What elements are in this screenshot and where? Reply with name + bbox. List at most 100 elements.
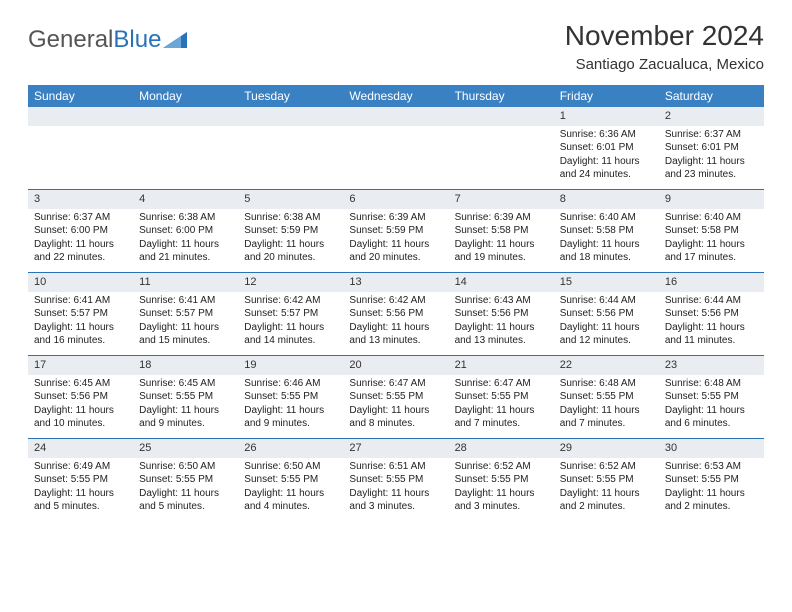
daylight-line: Daylight: 11 hours and 9 minutes. bbox=[244, 404, 337, 431]
calendar-cell: 1Sunrise: 6:36 AMSunset: 6:01 PMDaylight… bbox=[554, 107, 659, 189]
calendar-cell: 2Sunrise: 6:37 AMSunset: 6:01 PMDaylight… bbox=[659, 107, 764, 189]
day-number bbox=[238, 107, 343, 126]
sunrise-line: Sunrise: 6:47 AM bbox=[455, 377, 548, 391]
calendar-cell: 6Sunrise: 6:39 AMSunset: 5:59 PMDaylight… bbox=[343, 190, 448, 272]
sunrise-line: Sunrise: 6:47 AM bbox=[349, 377, 442, 391]
sunset-line: Sunset: 5:58 PM bbox=[560, 224, 653, 238]
daylight-line: Daylight: 11 hours and 8 minutes. bbox=[349, 404, 442, 431]
sunrise-line: Sunrise: 6:37 AM bbox=[34, 211, 127, 225]
sunset-line: Sunset: 5:56 PM bbox=[349, 307, 442, 321]
day-number: 17 bbox=[28, 356, 133, 375]
day-header-thu: Thursday bbox=[449, 85, 554, 107]
day-number bbox=[449, 107, 554, 126]
calendar-cell: 19Sunrise: 6:46 AMSunset: 5:55 PMDayligh… bbox=[238, 356, 343, 438]
sunrise-line: Sunrise: 6:51 AM bbox=[349, 460, 442, 474]
daylight-line: Daylight: 11 hours and 17 minutes. bbox=[665, 238, 758, 265]
calendar-cell: 14Sunrise: 6:43 AMSunset: 5:56 PMDayligh… bbox=[449, 273, 554, 355]
calendar-cell: 27Sunrise: 6:51 AMSunset: 5:55 PMDayligh… bbox=[343, 439, 448, 521]
month-title: November 2024 bbox=[565, 20, 764, 52]
day-number: 29 bbox=[554, 439, 659, 458]
day-number: 2 bbox=[659, 107, 764, 126]
day-number: 15 bbox=[554, 273, 659, 292]
calendar-week: 3Sunrise: 6:37 AMSunset: 6:00 PMDaylight… bbox=[28, 189, 764, 272]
daylight-line: Daylight: 11 hours and 20 minutes. bbox=[349, 238, 442, 265]
day-body: Sunrise: 6:46 AMSunset: 5:55 PMDaylight:… bbox=[238, 375, 343, 435]
calendar-cell: 13Sunrise: 6:42 AMSunset: 5:56 PMDayligh… bbox=[343, 273, 448, 355]
day-number: 21 bbox=[449, 356, 554, 375]
sunset-line: Sunset: 5:58 PM bbox=[455, 224, 548, 238]
day-body: Sunrise: 6:50 AMSunset: 5:55 PMDaylight:… bbox=[238, 458, 343, 518]
calendar-cell: 3Sunrise: 6:37 AMSunset: 6:00 PMDaylight… bbox=[28, 190, 133, 272]
calendar-cell: 16Sunrise: 6:44 AMSunset: 5:56 PMDayligh… bbox=[659, 273, 764, 355]
daylight-line: Daylight: 11 hours and 2 minutes. bbox=[665, 487, 758, 514]
day-body: Sunrise: 6:44 AMSunset: 5:56 PMDaylight:… bbox=[554, 292, 659, 352]
day-body: Sunrise: 6:45 AMSunset: 5:55 PMDaylight:… bbox=[133, 375, 238, 435]
calendar-cell: 29Sunrise: 6:52 AMSunset: 5:55 PMDayligh… bbox=[554, 439, 659, 521]
sunrise-line: Sunrise: 6:48 AM bbox=[665, 377, 758, 391]
day-body: Sunrise: 6:37 AMSunset: 6:01 PMDaylight:… bbox=[659, 126, 764, 186]
sunrise-line: Sunrise: 6:42 AM bbox=[244, 294, 337, 308]
sunrise-line: Sunrise: 6:52 AM bbox=[560, 460, 653, 474]
day-number bbox=[343, 107, 448, 126]
daylight-line: Daylight: 11 hours and 7 minutes. bbox=[560, 404, 653, 431]
daylight-line: Daylight: 11 hours and 9 minutes. bbox=[139, 404, 232, 431]
sunrise-line: Sunrise: 6:40 AM bbox=[560, 211, 653, 225]
sunrise-line: Sunrise: 6:46 AM bbox=[244, 377, 337, 391]
day-body: Sunrise: 6:37 AMSunset: 6:00 PMDaylight:… bbox=[28, 209, 133, 269]
sunrise-line: Sunrise: 6:53 AM bbox=[665, 460, 758, 474]
day-number: 13 bbox=[343, 273, 448, 292]
day-number: 18 bbox=[133, 356, 238, 375]
daylight-line: Daylight: 11 hours and 15 minutes. bbox=[139, 321, 232, 348]
day-number: 28 bbox=[449, 439, 554, 458]
calendar-cell bbox=[238, 107, 343, 189]
sunset-line: Sunset: 5:57 PM bbox=[244, 307, 337, 321]
day-number bbox=[28, 107, 133, 126]
day-number: 26 bbox=[238, 439, 343, 458]
daylight-line: Daylight: 11 hours and 18 minutes. bbox=[560, 238, 653, 265]
title-block: November 2024 Santiago Zacualuca, Mexico bbox=[565, 20, 764, 73]
location: Santiago Zacualuca, Mexico bbox=[565, 56, 764, 73]
sunset-line: Sunset: 5:55 PM bbox=[560, 390, 653, 404]
daylight-line: Daylight: 11 hours and 5 minutes. bbox=[34, 487, 127, 514]
day-number: 16 bbox=[659, 273, 764, 292]
day-number: 24 bbox=[28, 439, 133, 458]
sunrise-line: Sunrise: 6:41 AM bbox=[139, 294, 232, 308]
sunrise-line: Sunrise: 6:49 AM bbox=[34, 460, 127, 474]
sunset-line: Sunset: 5:55 PM bbox=[244, 473, 337, 487]
calendar-cell: 8 Sunrise: 6:40 AMSunset: 5:58 PMDaylight… bbox=[554, 190, 659, 272]
day-body: Sunrise: 6:44 AMSunset: 5:56 PMDaylight:… bbox=[659, 292, 764, 352]
calendar-cell bbox=[343, 107, 448, 189]
calendar-cell: 30Sunrise: 6:53 AMSunset: 5:55 PMDayligh… bbox=[659, 439, 764, 521]
day-number: 9 bbox=[659, 190, 764, 209]
sunrise-line: Sunrise: 6:41 AM bbox=[34, 294, 127, 308]
sunrise-line: Sunrise: 6:37 AM bbox=[665, 128, 758, 142]
day-number: 19 bbox=[238, 356, 343, 375]
daylight-line: Daylight: 11 hours and 20 minutes. bbox=[244, 238, 337, 265]
day-number: 3 bbox=[28, 190, 133, 209]
day-number: 6 bbox=[343, 190, 448, 209]
sunrise-line: Sunrise: 6:48 AM bbox=[560, 377, 653, 391]
day-body: Sunrise: 6:41 AMSunset: 5:57 PMDaylight:… bbox=[28, 292, 133, 352]
calendar: Sunday Monday Tuesday Wednesday Thursday… bbox=[28, 85, 764, 521]
sunrise-line: Sunrise: 6:43 AM bbox=[455, 294, 548, 308]
daylight-line: Daylight: 11 hours and 16 minutes. bbox=[34, 321, 127, 348]
sunrise-line: Sunrise: 6:40 AM bbox=[665, 211, 758, 225]
sunrise-line: Sunrise: 6:39 AM bbox=[455, 211, 548, 225]
day-number: 5 bbox=[238, 190, 343, 209]
brand-part1: General bbox=[28, 26, 113, 54]
day-body: Sunrise: 6:43 AMSunset: 5:56 PMDaylight:… bbox=[449, 292, 554, 352]
daylight-line: Daylight: 11 hours and 13 minutes. bbox=[455, 321, 548, 348]
day-body: Sunrise: 6:52 AMSunset: 5:55 PMDaylight:… bbox=[449, 458, 554, 518]
sunset-line: Sunset: 5:55 PM bbox=[349, 390, 442, 404]
calendar-week: 17Sunrise: 6:45 AMSunset: 5:56 PMDayligh… bbox=[28, 355, 764, 438]
calendar-cell: 23Sunrise: 6:48 AMSunset: 5:55 PMDayligh… bbox=[659, 356, 764, 438]
sunset-line: Sunset: 5:57 PM bbox=[34, 307, 127, 321]
day-number: 25 bbox=[133, 439, 238, 458]
day-header-fri: Friday bbox=[554, 85, 659, 107]
calendar-cell: 5Sunrise: 6:38 AMSunset: 5:59 PMDaylight… bbox=[238, 190, 343, 272]
day-body: Sunrise: 6:47 AMSunset: 5:55 PMDaylight:… bbox=[449, 375, 554, 435]
sunrise-line: Sunrise: 6:45 AM bbox=[34, 377, 127, 391]
day-number: 8 bbox=[554, 190, 659, 209]
sunset-line: Sunset: 5:57 PM bbox=[139, 307, 232, 321]
sunset-line: Sunset: 6:00 PM bbox=[139, 224, 232, 238]
